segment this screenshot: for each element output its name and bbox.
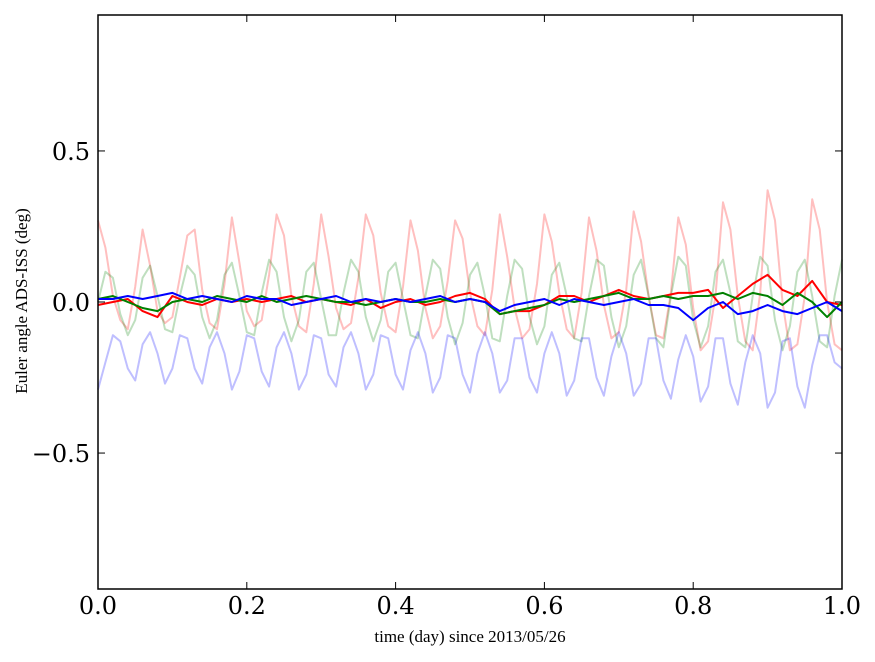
x-axis-label: time (day) since 2013/05/26: [374, 627, 565, 646]
y-tick-label: 0.5: [52, 138, 90, 166]
y-tick-label: 0.0: [52, 289, 90, 317]
x-tick-label: 1.0: [823, 592, 861, 620]
series-line-6: [98, 291, 843, 322]
series-line-3: [97, 331, 843, 409]
x-tick-label: 0.2: [228, 592, 266, 620]
plot-frame: [97, 14, 843, 590]
x-tick-label: 0.6: [525, 592, 563, 620]
series-lines: [97, 189, 843, 409]
y-tick-label: −0.5: [32, 440, 90, 468]
y-axis-label: Euler angle ADS-ISS (deg): [12, 208, 31, 394]
series-line-1: [97, 189, 843, 352]
tick-labels: 0.0 0.2 0.4 0.6 0.8 1.0 −0.5 0.0 0.5: [32, 138, 861, 620]
x-tick-label: 0.0: [79, 592, 117, 620]
series-line-2: [97, 255, 843, 352]
x-tick-label: 0.4: [377, 592, 415, 620]
x-tick-label: 0.8: [674, 592, 712, 620]
